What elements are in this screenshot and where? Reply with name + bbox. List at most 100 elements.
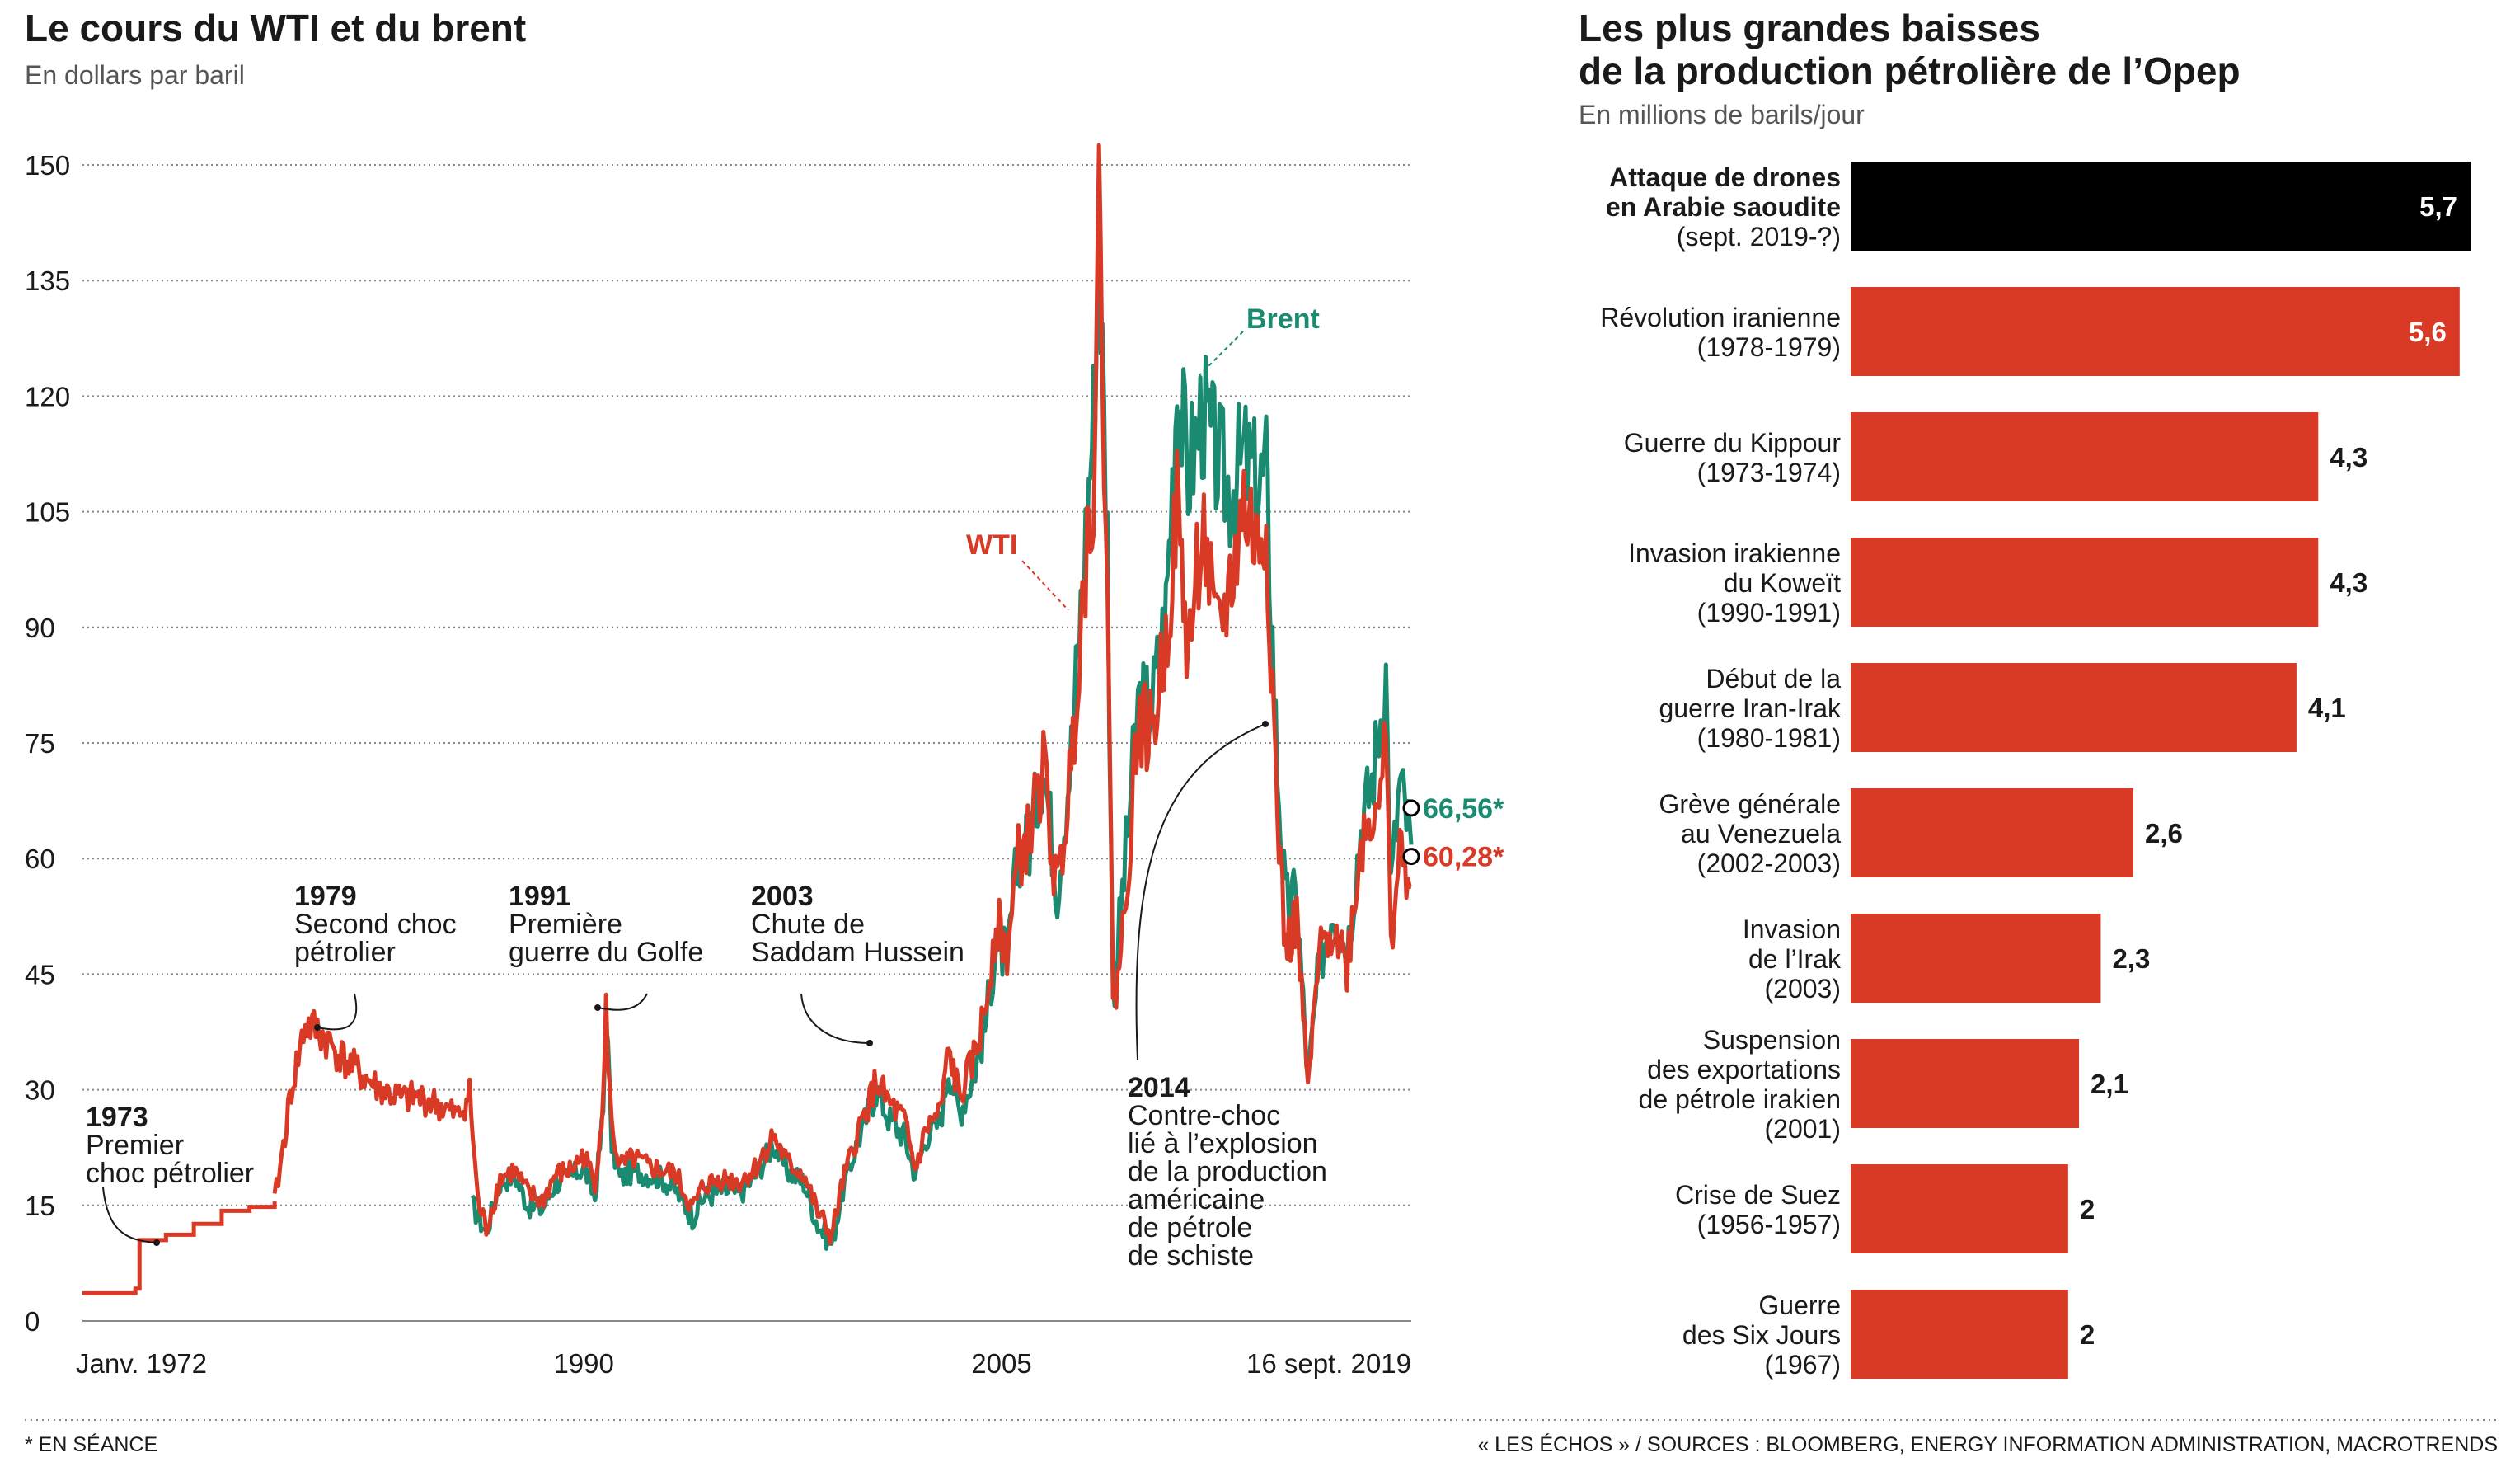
annotation-arrow-tip: [314, 1024, 321, 1031]
bar-value-label: 2,6: [2145, 818, 2183, 849]
annotation-text: choc pétrolier: [86, 1158, 254, 1189]
annotation-text: pétrolier: [294, 937, 396, 968]
bar-category-label: des exportations: [1647, 1055, 1841, 1084]
annotation-arrow: [102, 1187, 157, 1243]
bar-value-label: 5,6: [2409, 317, 2447, 347]
annotation-text: de schiste: [1128, 1240, 1254, 1272]
oil-price-chart: Le cours du WTI et du brent En dollars p…: [25, 7, 1504, 1379]
bar-category-label: de l’Irak: [1748, 944, 1842, 974]
annotation-text: Second choc: [294, 909, 457, 940]
chart-title: Le cours du WTI et du brent: [25, 7, 526, 49]
bar-category-label: (1990-1991): [1697, 598, 1841, 628]
wti-series-step-line: [82, 1201, 277, 1295]
annotation-arrow: [597, 993, 648, 1011]
bar-category-label: guerre Iran-Irak: [1659, 693, 1842, 723]
y-tick-label: 75: [25, 728, 55, 759]
annotation-text: américaine: [1128, 1184, 1265, 1215]
footer-sources: « LES ÉCHOS » / SOURCES : BLOOMBERG, ENE…: [1477, 1432, 2498, 1456]
wti-end-label: 60,28*: [1423, 842, 1504, 873]
y-tick-label: 90: [25, 613, 55, 643]
bar: [1851, 914, 2101, 1003]
bar-value-label: 2,1: [2091, 1069, 2128, 1099]
footer-note: * EN SÉANCE: [25, 1432, 157, 1456]
bar-chart-title-line2: de la production pétrolière de l’Opep: [1579, 49, 2241, 92]
bar-category-label: en Arabie saoudite: [1606, 192, 1841, 222]
annotation-text: de la production: [1128, 1156, 1327, 1187]
brent-label: Brent: [1246, 303, 1320, 335]
bar-category-label: Suspension: [1703, 1025, 1841, 1055]
bar-category-label: des Six Jours: [1682, 1320, 1841, 1350]
y-tick-label: 105: [25, 497, 70, 528]
y-tick-label: 0: [25, 1306, 40, 1337]
annotation-text: Chute de: [751, 909, 865, 940]
bar-category-label: Guerre du Kippour: [1624, 428, 1842, 458]
bar-category-label: (1978-1979): [1697, 332, 1841, 362]
bar-category-label: Invasion: [1743, 914, 1841, 944]
wti-label: WTI: [966, 529, 1017, 561]
bar: [1851, 538, 2319, 627]
bar: [1851, 1164, 2068, 1253]
annotation-year: 1991: [509, 881, 571, 912]
bar-chart-subtitle: En millions de barils/jour: [1579, 100, 1865, 129]
y-tick-label: 135: [25, 266, 70, 296]
bar-category-label: de pétrole irakien: [1639, 1084, 1841, 1114]
annotation-arrow-tip: [1262, 721, 1269, 727]
bar-category-label: (2001): [1765, 1114, 1842, 1144]
annotation-year: 2003: [751, 881, 814, 912]
annotation-year: 2014: [1128, 1072, 1190, 1103]
x-tick-label: 2005: [971, 1348, 1031, 1379]
y-tick-label: 150: [25, 150, 70, 181]
bar: [1851, 788, 2134, 877]
series-labels: Brent WTI: [966, 303, 1320, 611]
bar: [1851, 663, 2297, 752]
bar-category-label: Guerre: [1758, 1290, 1841, 1320]
annotation-text: guerre du Golfe: [509, 937, 703, 968]
brent-label-leader: [1199, 331, 1244, 376]
annotation-text: de pétrole: [1128, 1212, 1252, 1243]
bar-category-label: (2003): [1765, 974, 1842, 1004]
annotation-arrow-tip: [153, 1239, 160, 1246]
bar-category-label: (sept. 2019-?): [1677, 222, 1841, 252]
annotation-text: Saddam Hussein: [751, 937, 964, 968]
bar-value-label: 2: [2080, 1319, 2095, 1350]
bar-category-label: Révolution iranienne: [1600, 303, 1841, 332]
bar-category-label: (1956-1957): [1697, 1210, 1841, 1239]
annotation-arrow: [800, 993, 871, 1044]
bar-value-label: 2: [2080, 1194, 2095, 1225]
bar-value-label: 2,3: [2112, 943, 2150, 974]
x-tick-label: Janv. 1972: [76, 1348, 207, 1379]
bar: [1851, 412, 2319, 501]
bar-category-label: du Koweït: [1724, 568, 1841, 598]
bar: [1851, 1039, 2080, 1128]
bar-category-label: Invasion irakienne: [1628, 538, 1841, 568]
wti-series-line: [272, 143, 1412, 1246]
x-tick-labels: Janv. 1972 1990 2005 16 sept. 2019: [76, 1348, 1411, 1379]
y-tick-label: 120: [25, 381, 70, 411]
annotation-arrow-tip: [866, 1040, 873, 1046]
bar-category-label: au Venezuela: [1681, 819, 1841, 849]
annotation-text: Contre-choc: [1128, 1100, 1280, 1131]
annotation-year: 1973: [86, 1102, 148, 1133]
bar-value-label: 4,3: [2330, 567, 2367, 598]
bar: [1851, 1290, 2068, 1379]
price-lines: 66,56* 60,28*: [82, 143, 1504, 1295]
chart-subtitle: En dollars par baril: [25, 60, 245, 90]
y-tick-label: 30: [25, 1075, 55, 1106]
bar-chart-title-line1: Les plus grandes baisses: [1579, 7, 2040, 49]
bar-category-label: Début de la: [1706, 664, 1841, 693]
bar-value-label: 5,7: [2419, 191, 2457, 222]
bar-value-label: 4,3: [2330, 442, 2367, 472]
bar-category-label: Crise de Suez: [1675, 1180, 1841, 1210]
bar: [1851, 287, 2460, 376]
opec-cuts-chart: Les plus grandes baisses de la productio…: [1579, 7, 2471, 1380]
wti-end-marker: [1402, 848, 1420, 866]
x-tick-label: 1990: [553, 1348, 613, 1379]
annotation-text: Premier: [86, 1130, 184, 1161]
wti-label-leader: [1021, 560, 1069, 611]
annotation-text: lié à l’explosion: [1128, 1128, 1318, 1159]
x-tick-label: 16 sept. 2019: [1246, 1348, 1411, 1379]
